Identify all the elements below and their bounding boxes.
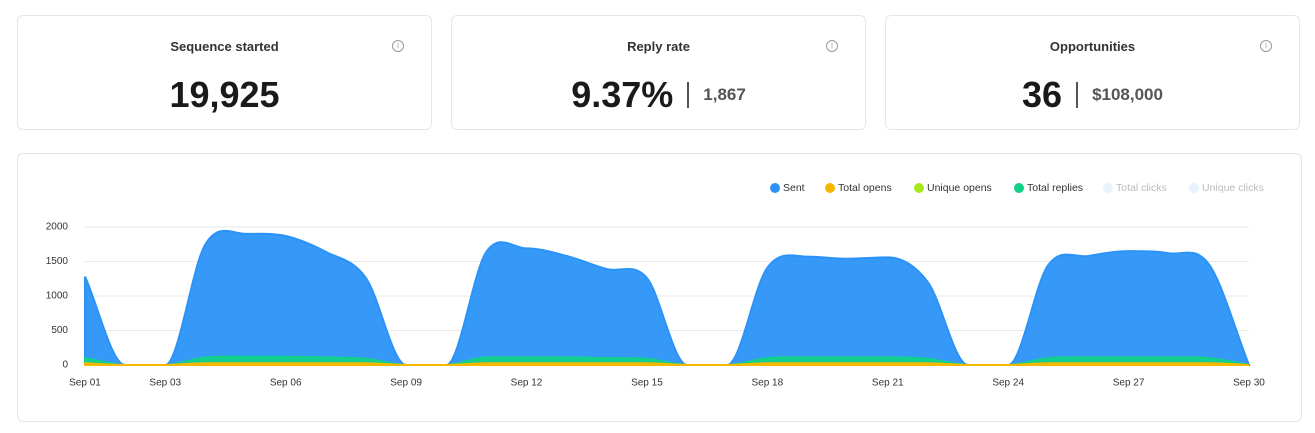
card-value-row: 19,925 (18, 74, 431, 116)
y-tick-label: 1000 (46, 291, 69, 302)
info-icon[interactable]: i (826, 40, 838, 52)
card-value: 19,925 (169, 74, 280, 115)
legend-swatch (1014, 183, 1024, 193)
legend-swatch (1103, 183, 1113, 193)
card-value-row: 36 $108,000 (886, 74, 1299, 116)
legend-label: Unique clicks (1202, 182, 1264, 194)
kpi-card: Reply rate i 9.37% 1,867 (451, 15, 866, 130)
info-icon[interactable]: i (392, 40, 404, 52)
x-tick-label: Sep 06 (270, 378, 302, 389)
y-tick-label: 2000 (46, 222, 69, 233)
card-value-row: 9.37% 1,867 (452, 74, 865, 116)
card-value: 36 (1022, 74, 1063, 115)
x-tick-label: Sep 09 (390, 378, 422, 389)
card-secondary: $108,000 (1092, 85, 1163, 104)
legend-label: Unique opens (927, 182, 992, 194)
separator (1076, 82, 1079, 108)
x-tick-label: Sep 12 (511, 378, 543, 389)
y-tick-label: 0 (62, 360, 68, 371)
legend-label: Total opens (838, 182, 892, 194)
y-tick-label: 1500 (46, 256, 69, 267)
x-tick-label: Sep 30 (1233, 378, 1265, 389)
area (84, 229, 1251, 366)
legend-label: Total clicks (1116, 182, 1167, 194)
legend-swatch (825, 183, 835, 193)
y-tick-label: 500 (51, 325, 68, 336)
x-tick-label: Sep 03 (149, 378, 181, 389)
kpi-card: Sequence started i 19,925 (17, 15, 432, 130)
x-tick-label: Sep 27 (1113, 378, 1145, 389)
chart-panel (17, 153, 1302, 422)
card-title: Sequence started (170, 39, 279, 54)
separator (687, 82, 690, 108)
x-tick-label: Sep 18 (751, 378, 783, 389)
x-tick-label: Sep 01 (69, 378, 101, 389)
legend-swatch (1189, 183, 1199, 193)
area (84, 362, 1250, 366)
legend-label: Sent (783, 182, 805, 194)
x-tick-label: Sep 15 (631, 378, 663, 389)
x-tick-label: Sep 24 (992, 378, 1024, 389)
card-value: 9.37% (571, 74, 674, 115)
card-title: Opportunities (1049, 39, 1136, 54)
legend-swatch (770, 183, 780, 193)
x-tick-label: Sep 21 (872, 378, 904, 389)
legend-swatch (914, 183, 924, 193)
legend-label: Total replies (1027, 182, 1083, 194)
kpi-card: Opportunities i 36 $108,000 (885, 15, 1300, 130)
card-secondary: 1,867 (703, 85, 746, 104)
info-icon[interactable]: i (1260, 40, 1272, 52)
card-title: Reply rate (627, 39, 690, 54)
